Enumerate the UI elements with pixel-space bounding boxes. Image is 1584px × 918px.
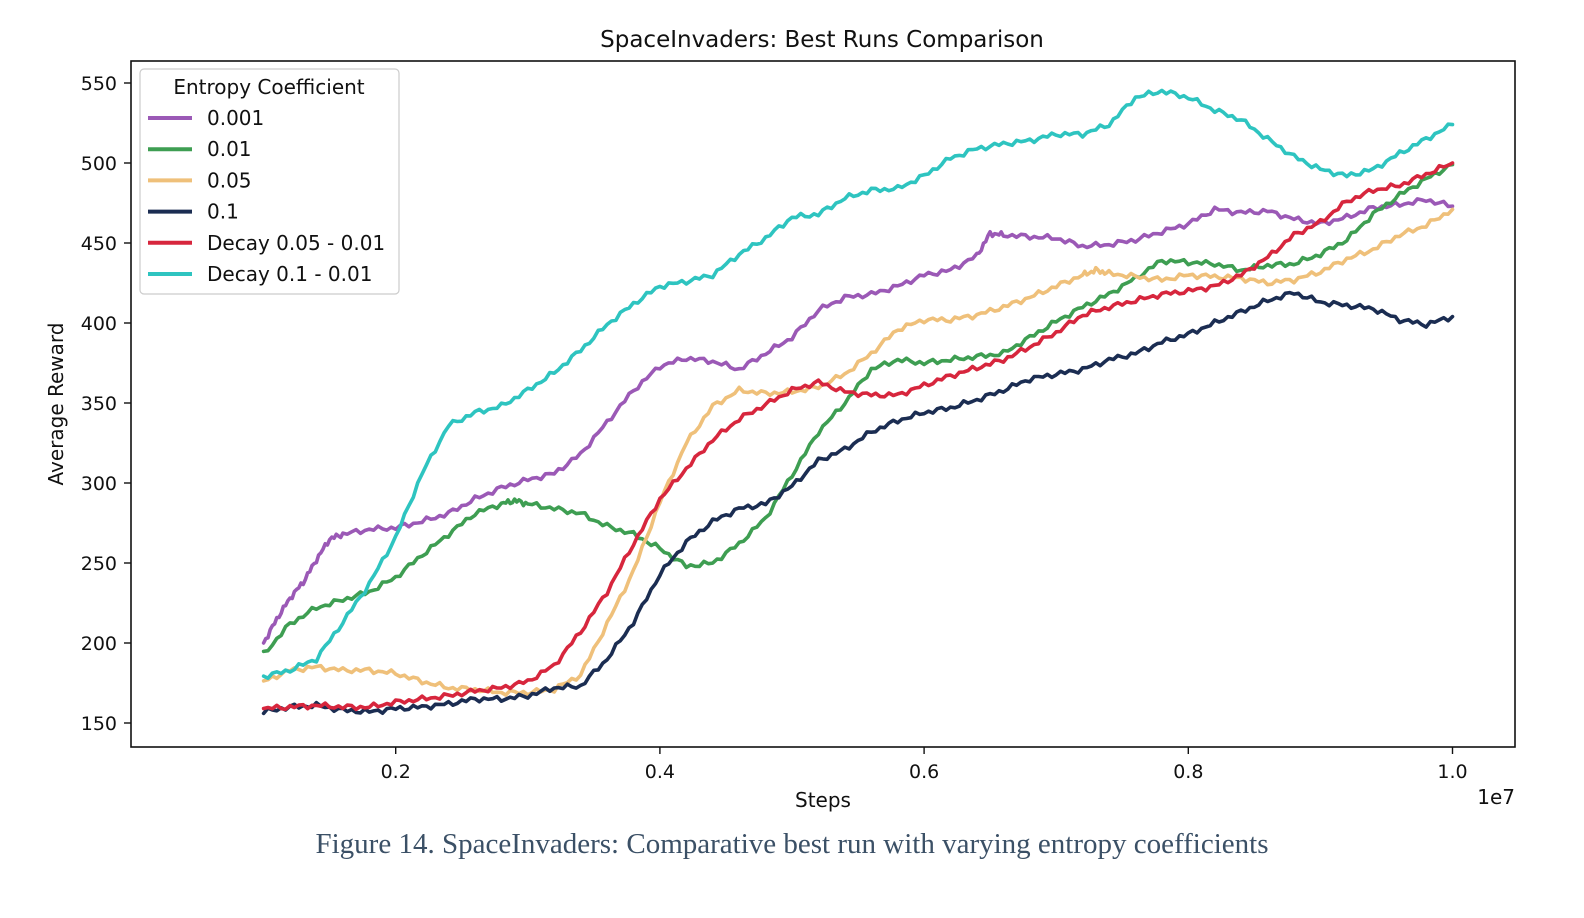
y-tick-label: 500 [81, 153, 117, 175]
chart-title: SpaceInvaders: Best Runs Comparison [600, 27, 1044, 53]
x-tick-label: 0.4 [645, 761, 675, 783]
legend-label: Decay 0.1 - 0.01 [207, 262, 372, 286]
y-tick-label: 550 [81, 73, 117, 95]
legend-label: Decay 0.05 - 0.01 [207, 231, 385, 255]
figure-caption: Figure 14. SpaceInvaders: Comparative be… [315, 828, 1269, 860]
plot-area [130, 60, 1516, 748]
legend-label: 0.001 [207, 106, 264, 130]
x-tick-label: 0.8 [1173, 761, 1203, 783]
y-tick-label: 300 [81, 473, 117, 495]
legend-label: 0.01 [207, 137, 252, 161]
y-axis: 150 200 250 300 350 400 450 500 550 [81, 73, 131, 735]
series-layer [261, 88, 1455, 716]
y-tick-label: 450 [81, 233, 117, 255]
x-axis-multiplier: 1e7 [1477, 785, 1515, 809]
x-tick-label: 0.6 [909, 761, 939, 783]
x-axis: 0.2 0.4 0.6 0.8 1.0 [381, 747, 1468, 783]
y-tick-label: 250 [81, 553, 117, 575]
legend-box [139, 68, 400, 295]
legend-items: 0.001 0.01 0.05 0.1 Decay 0.05 - 0.01 Decay 0… [148, 106, 385, 286]
x-tick-label: 1.0 [1437, 761, 1467, 783]
y-axis-label: Average Reward [44, 323, 68, 486]
y-tick-label: 150 [81, 713, 117, 735]
y-tick-label: 200 [81, 633, 117, 655]
legend: Entropy Coefficient 0.001 0.01 0.05 0.1 Deca… [139, 68, 400, 295]
series-line-4 [261, 161, 1455, 712]
series-line-3 [261, 290, 1455, 716]
x-axis-label: Steps [795, 788, 851, 812]
legend-label: 0.1 [207, 200, 239, 224]
x-tick-label: 0.2 [381, 761, 411, 783]
legend-title: Entropy Coefficient [173, 75, 364, 99]
line-chart: SpaceInvaders: Best Runs Comparison 0.2 0… [44, 27, 1516, 812]
series-line-1 [261, 162, 1455, 654]
legend-label: 0.05 [207, 168, 252, 192]
y-tick-label: 400 [81, 313, 117, 335]
series-line-2 [261, 207, 1455, 697]
y-tick-label: 350 [81, 393, 117, 415]
series-line-5 [261, 88, 1455, 680]
